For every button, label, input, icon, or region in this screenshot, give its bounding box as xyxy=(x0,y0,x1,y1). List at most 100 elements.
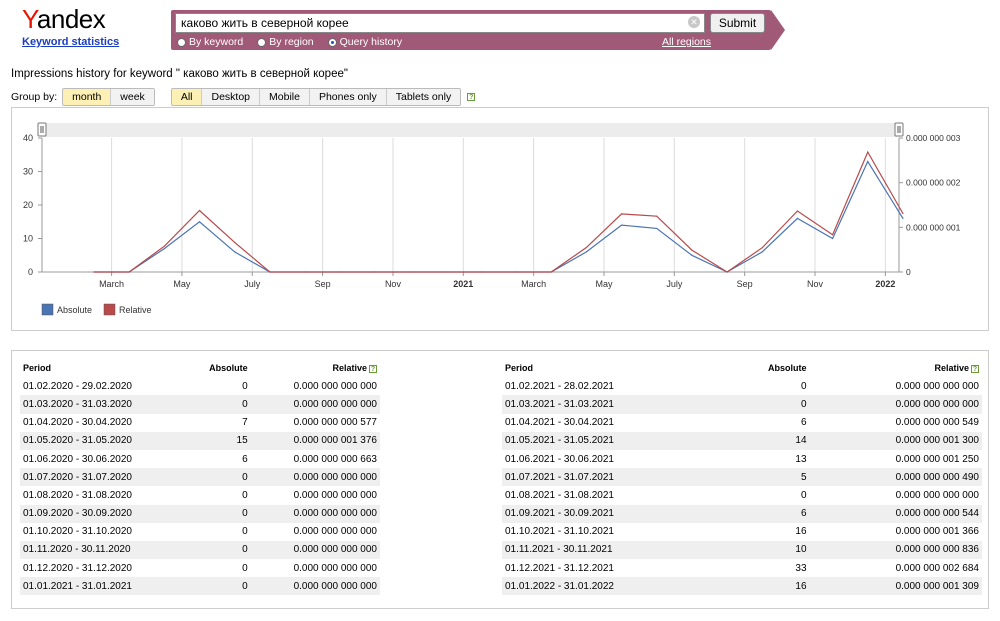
keyword-statistics-link[interactable]: Keyword statistics xyxy=(22,36,120,48)
x-tick-label: May xyxy=(595,279,613,289)
column-header-period: Period xyxy=(505,363,534,374)
data-point-relative xyxy=(234,241,236,243)
relative-cell: 0.000 000 000 577 xyxy=(293,417,377,429)
data-point-relative xyxy=(691,249,693,251)
y-left-tick-label: 20 xyxy=(23,200,33,210)
absolute-cell: 6 xyxy=(242,453,248,465)
x-tick-label: Sep xyxy=(737,279,753,289)
table-row: 01.01.2021 - 31.01.2021 0 0.000 000 000 00… xyxy=(20,577,380,596)
period-cell: 01.01.2022 - 31.01.2022 xyxy=(502,577,724,596)
data-point-relative xyxy=(550,271,552,273)
data-point-relative xyxy=(339,271,341,273)
legend-swatch-relative[interactable] xyxy=(103,303,116,316)
table-row: 01.05.2020 - 31.05.2020 15 0.000 000 001 3… xyxy=(20,431,380,450)
legend-label-absolute[interactable]: Absolute xyxy=(57,305,92,315)
radio-label: By region xyxy=(269,36,314,48)
data-point-absolute xyxy=(234,251,236,253)
table-row: 01.08.2020 - 31.08.2020 0 0.000 000 000 00… xyxy=(20,486,380,504)
radio-dot[interactable] xyxy=(257,37,267,47)
column-header-period: Period xyxy=(23,363,52,374)
radio-by-keyword[interactable]: By keyword xyxy=(177,36,243,48)
absolute-cell: 16 xyxy=(723,577,810,596)
data-point-absolute xyxy=(761,251,763,253)
absolute-cell: 0 xyxy=(186,395,251,414)
relative-cell: 0.000 000 000 490 xyxy=(809,468,982,487)
period-cell: 01.09.2021 - 30.09.2021 xyxy=(502,504,724,523)
x-tick-label: Sep xyxy=(315,279,331,289)
search-input[interactable]: каково жить в северной корее xyxy=(175,13,705,33)
absolute-cell: 0 xyxy=(186,504,251,523)
navigator-handle-left[interactable] xyxy=(37,122,47,137)
relative-cell: 0.000 000 000 000 xyxy=(250,468,380,487)
series-line-absolute xyxy=(94,160,904,273)
relative-cell: 0.000 000 000 663 xyxy=(293,453,377,465)
x-tick-label: March xyxy=(521,279,546,289)
relative-cell: 0.000 000 000 000 xyxy=(250,577,380,596)
radio-dot[interactable] xyxy=(177,37,186,47)
data-point-relative xyxy=(198,209,201,212)
data-point-relative xyxy=(304,271,306,273)
relative-cell: 0.000 000 000 000 xyxy=(250,540,380,560)
table-row: 01.02.2021 - 28.02.2021 0 0.000 000 000 00… xyxy=(502,377,982,395)
close-circle-icon[interactable]: ✕ xyxy=(688,16,700,28)
period-cell: 01.03.2021 - 31.03.2021 xyxy=(502,395,724,414)
data-point-relative xyxy=(867,151,869,153)
relative-cell: 0.000 000 000 549 xyxy=(895,417,979,429)
data-point-absolute xyxy=(867,160,869,163)
legend-swatch-absolute[interactable] xyxy=(41,303,54,316)
device-filter-mobile[interactable]: Mobile xyxy=(260,89,310,105)
data-point-absolute xyxy=(198,221,201,223)
column-header-absolute: Absolute xyxy=(768,363,807,374)
absolute-cell: 0 xyxy=(800,380,807,392)
period-cell: 01.09.2020 - 30.09.2020 xyxy=(20,504,187,523)
legend-label-relative[interactable]: Relative xyxy=(119,305,152,315)
relative-cell: 0.000 000 000 000 xyxy=(293,526,377,538)
x-tick-label: March xyxy=(99,279,124,289)
table-row: 01.04.2020 - 30.04.2020 7 0.000 000 000 57… xyxy=(20,414,380,432)
absolute-cell: 10 xyxy=(723,540,810,560)
y-left-tick-label: 10 xyxy=(23,234,33,244)
region-selector-link[interactable]: All regions xyxy=(662,36,712,48)
group-by-month[interactable]: month xyxy=(63,89,112,105)
absolute-cell: 7 xyxy=(242,417,248,429)
group-by-week[interactable]: week xyxy=(111,89,154,105)
relative-cell: 0.000 000 000 000 xyxy=(895,489,979,501)
relative-header-label: Relative xyxy=(332,363,367,374)
data-point-relative xyxy=(726,271,728,273)
data-point-relative xyxy=(163,245,165,247)
radio-query-history[interactable]: Query history xyxy=(327,36,402,48)
period-cell: 01.08.2020 - 31.08.2020 xyxy=(23,489,132,501)
period-cell: 01.11.2021 - 30.11.2021 xyxy=(502,540,724,560)
absolute-cell: 16 xyxy=(795,526,807,538)
help-icon[interactable]: ? xyxy=(971,365,979,374)
radio-dot[interactable] xyxy=(327,37,337,47)
period-cell: 01.10.2021 - 31.10.2021 xyxy=(505,526,614,538)
data-point-absolute xyxy=(831,237,834,240)
submit-button[interactable]: Submit xyxy=(710,13,765,33)
chart-navigator[interactable] xyxy=(42,123,899,137)
radio-by-region[interactable]: By region xyxy=(257,36,314,48)
device-filter-all[interactable]: All xyxy=(171,89,203,105)
help-icon[interactable]: ? xyxy=(467,93,476,101)
data-point-absolute xyxy=(902,217,904,219)
x-tick-label: Nov xyxy=(385,279,402,289)
group-by-toggle: month week xyxy=(62,88,155,106)
help-icon[interactable]: ? xyxy=(369,365,377,374)
y-left-tick-label: 0 xyxy=(28,267,33,277)
relative-cell: 0.000 000 000 000 xyxy=(809,395,982,414)
relative-cell: 0.000 000 001 309 xyxy=(809,577,982,596)
y-left-tick-label: 30 xyxy=(23,167,33,177)
table-row: 01.07.2021 - 31.07.2021 5 0.000 000 000 49… xyxy=(502,468,982,487)
period-cell: 01.04.2021 - 30.04.2021 xyxy=(505,417,614,429)
device-filter-tablets-only[interactable]: Tablets only xyxy=(386,89,461,105)
data-point-relative xyxy=(515,271,517,273)
absolute-cell: 0 xyxy=(186,468,251,487)
table-row: 01.02.2020 - 29.02.2020 0 0.000 000 000 00… xyxy=(20,377,380,395)
device-filter-phones-only[interactable]: Phones only xyxy=(309,89,387,105)
device-filter-desktop[interactable]: Desktop xyxy=(202,89,261,105)
navigator-handle-right[interactable] xyxy=(894,122,904,137)
yandex-logo[interactable]: Yandex Keyword statistics xyxy=(22,4,122,48)
table-row: 01.09.2021 - 30.09.2021 6 0.000 000 000 54… xyxy=(502,504,982,523)
data-point-relative xyxy=(93,271,95,273)
relative-cell: 0.000 000 000 000 xyxy=(293,380,377,392)
